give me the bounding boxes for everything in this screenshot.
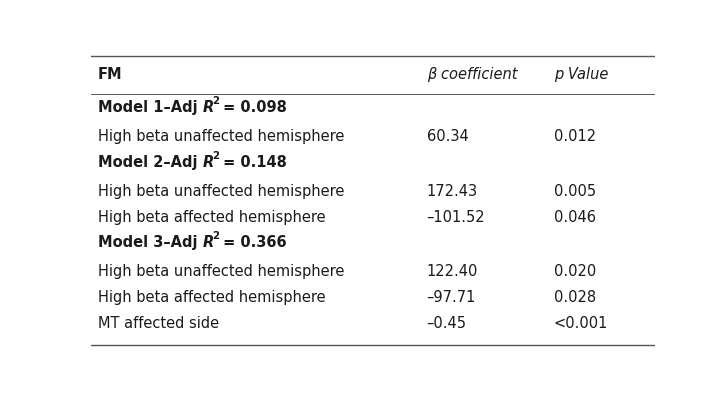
Text: = 0.148: = 0.148	[218, 155, 287, 170]
Text: R: R	[202, 100, 214, 115]
Text: = 0.098: = 0.098	[218, 100, 288, 115]
Text: R: R	[202, 155, 213, 170]
Text: High beta unaffected hemisphere: High beta unaffected hemisphere	[98, 129, 344, 144]
Text: 0.012: 0.012	[554, 129, 596, 144]
Text: –97.71: –97.71	[427, 290, 476, 305]
Text: –0.45: –0.45	[427, 316, 467, 331]
Text: MT affected side: MT affected side	[98, 316, 219, 331]
Text: 0.020: 0.020	[554, 264, 596, 279]
Text: 2: 2	[212, 231, 219, 241]
Text: β coefficient: β coefficient	[427, 67, 517, 82]
Text: –101.52: –101.52	[427, 210, 486, 225]
Text: 172.43: 172.43	[427, 184, 478, 199]
Text: 0.005: 0.005	[554, 184, 596, 199]
Text: FM: FM	[98, 67, 122, 82]
Text: High beta affected hemisphere: High beta affected hemisphere	[98, 210, 325, 225]
Text: Model 2–Adj: Model 2–Adj	[98, 155, 202, 170]
Text: Model 1–Adj: Model 1–Adj	[98, 100, 202, 115]
Text: = 0.366: = 0.366	[218, 236, 287, 251]
Text: 0.028: 0.028	[554, 290, 596, 305]
Text: 2: 2	[212, 96, 219, 106]
Text: 122.40: 122.40	[427, 264, 478, 279]
Text: <0.001: <0.001	[554, 316, 608, 331]
Text: High beta unaffected hemisphere: High beta unaffected hemisphere	[98, 184, 344, 199]
Text: 0.046: 0.046	[554, 210, 596, 225]
Text: 60.34: 60.34	[427, 129, 468, 144]
Text: 2: 2	[212, 151, 219, 161]
Text: R: R	[202, 236, 213, 251]
Text: Model 3–Adj: Model 3–Adj	[98, 236, 202, 251]
Text: High beta affected hemisphere: High beta affected hemisphere	[98, 290, 325, 305]
Text: High beta unaffected hemisphere: High beta unaffected hemisphere	[98, 264, 344, 279]
Text: p Value: p Value	[554, 67, 608, 82]
